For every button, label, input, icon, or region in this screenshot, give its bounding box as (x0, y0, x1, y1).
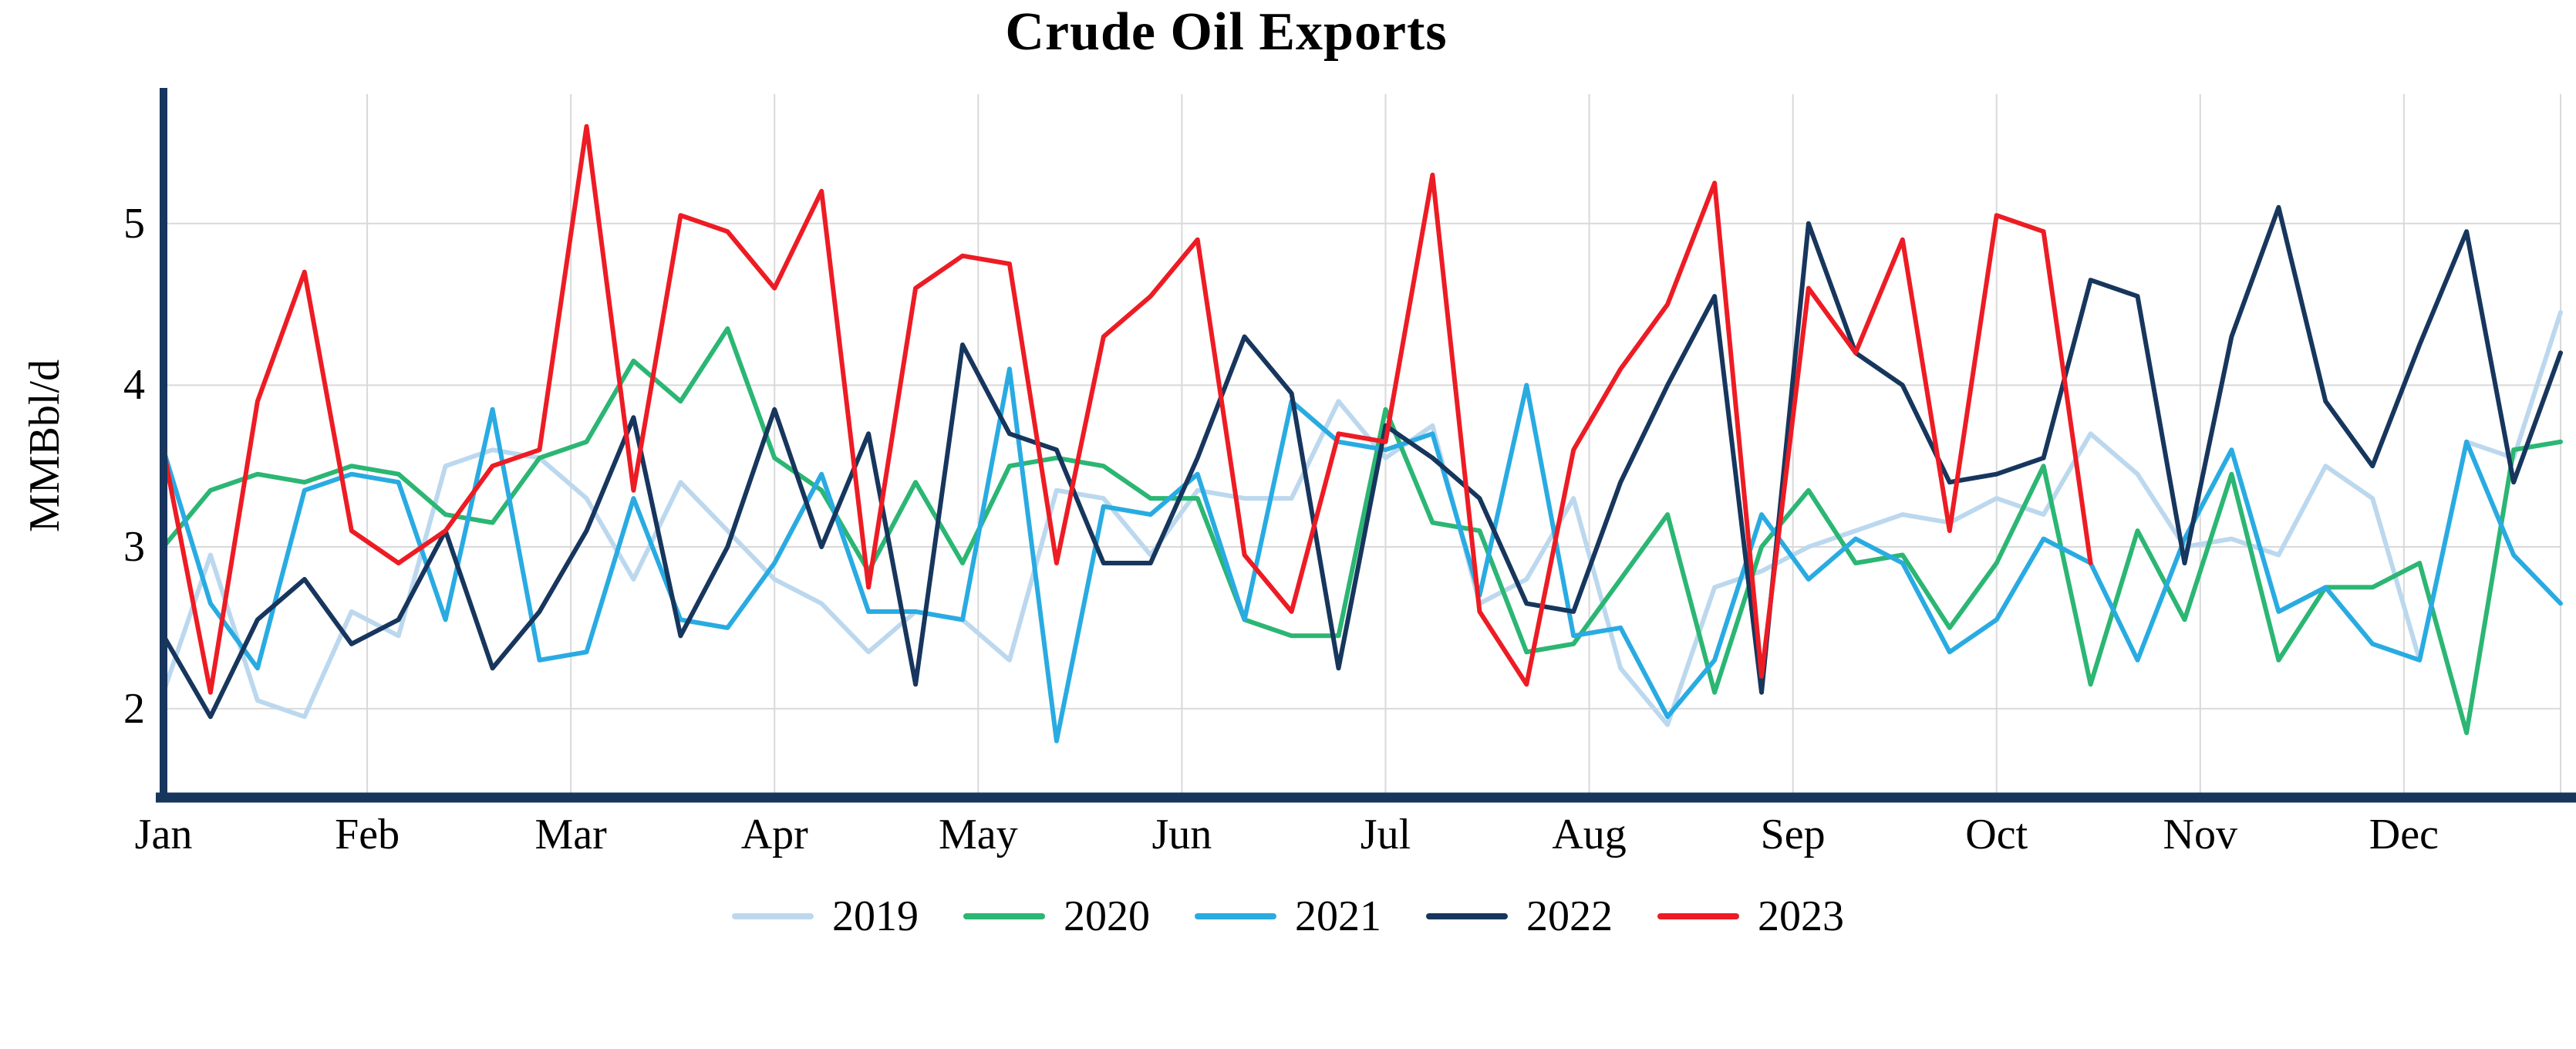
y-tick-label-3: 3 (123, 523, 145, 572)
legend-swatch-2019 (732, 913, 814, 919)
legend-label-2021: 2021 (1295, 892, 1381, 940)
plot-area (156, 88, 2576, 803)
legend-label-2023: 2023 (1758, 892, 1844, 940)
legend-item-2019: 2019 (732, 892, 919, 941)
series-line-2021 (161, 366, 2563, 744)
legend-label-2019: 2019 (832, 892, 919, 940)
legend: 2019 2020 2021 2022 2023 (0, 892, 2576, 941)
chart-title: Crude Oil Exports (1005, 2, 1448, 62)
x-tick-label-Apr: Apr (740, 811, 808, 858)
y-tick-label-4: 4 (123, 361, 145, 410)
x-tick-label-Jul: Jul (1360, 811, 1411, 858)
x-tick-label-Jun: Jun (1151, 811, 1212, 858)
legend-swatch-2022 (1426, 913, 1508, 919)
legend-item-2023: 2023 (1657, 892, 1844, 941)
legend-swatch-2021 (1195, 913, 1276, 919)
legend-item-2021: 2021 (1195, 892, 1381, 941)
x-tick-label-Aug: Aug (1552, 811, 1627, 858)
y-tick-label-5: 5 (123, 199, 145, 248)
legend-label-2020: 2020 (1064, 892, 1150, 940)
legend-swatch-2020 (963, 913, 1045, 919)
x-tick-label-May: May (938, 811, 1018, 858)
x-tick-label-Dec: Dec (2369, 811, 2439, 858)
legend-item-2020: 2020 (963, 892, 1150, 941)
legend-swatch-2023 (1657, 913, 1739, 919)
x-tick-label-Nov: Nov (2163, 811, 2237, 858)
x-tick-label-Mar: Mar (534, 811, 607, 858)
series-line-2019 (161, 310, 2563, 727)
y-tick-label-2: 2 (123, 684, 145, 733)
series-line-2023 (161, 123, 2093, 695)
legend-label-2022: 2022 (1526, 892, 1613, 940)
series-line-2020 (161, 326, 2563, 736)
series-line-2022 (161, 204, 2563, 720)
x-tick-label-Oct: Oct (1965, 811, 2028, 858)
x-tick-label-Feb: Feb (335, 811, 400, 858)
x-tick-label-Jan: Jan (134, 811, 193, 858)
x-tick-label-Sep: Sep (1760, 811, 1826, 858)
legend-item-2022: 2022 (1426, 892, 1613, 941)
